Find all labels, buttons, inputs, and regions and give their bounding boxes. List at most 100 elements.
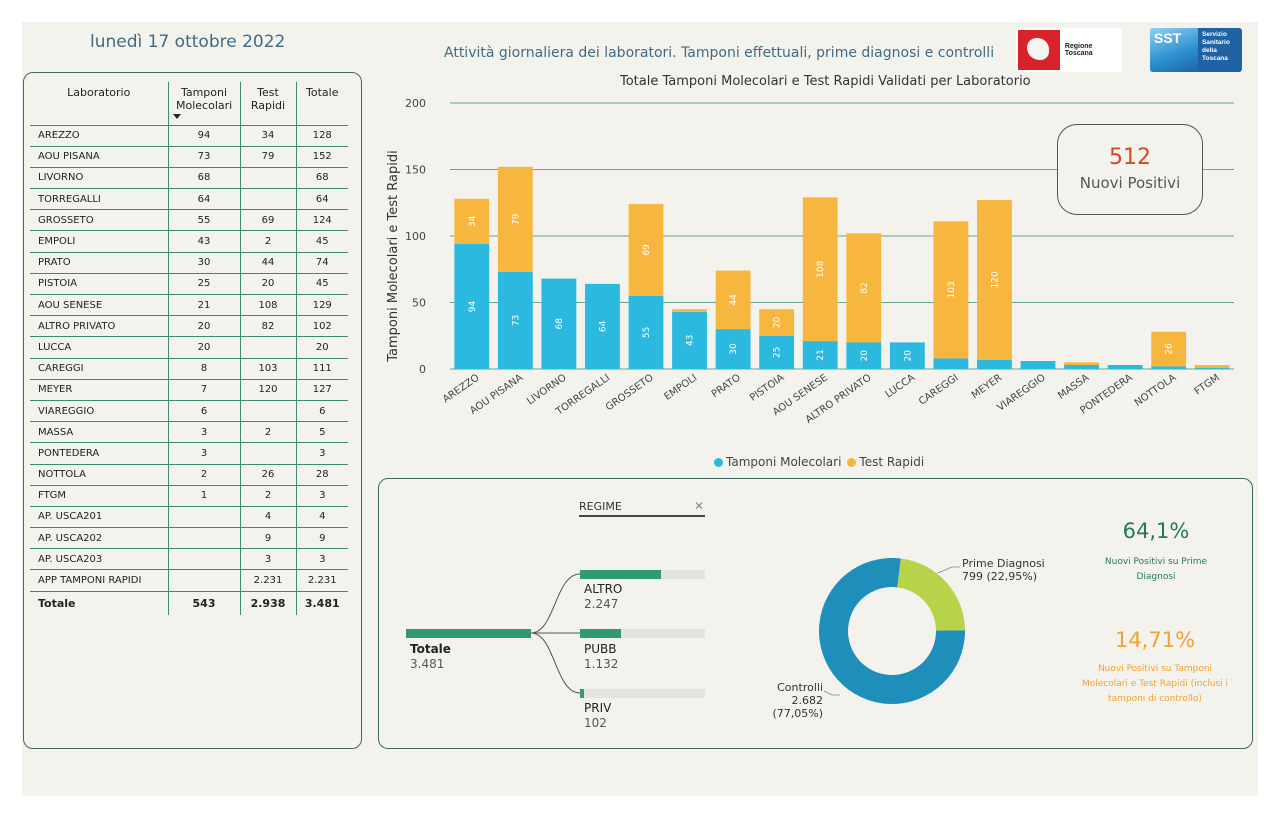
table-row[interactable]: APP TAMPONI RAPIDI 2.231 2.231	[30, 569, 348, 592]
table-row[interactable]: LIVORNO 68 68	[30, 167, 348, 190]
table-row[interactable]: LUCCA 20 20	[30, 336, 348, 359]
table-cell: 3	[295, 442, 348, 465]
table-cell: FTGM	[30, 485, 168, 507]
donut-leader-prime	[937, 566, 960, 574]
table-cell: TORREGALLI	[30, 188, 168, 211]
table-total-cell: Totale	[38, 596, 76, 610]
altro-bar[interactable]	[580, 570, 661, 579]
report-subtitle: Attività giornaliera dei laboratori. Tam…	[444, 45, 995, 61]
table-cell: 20	[167, 315, 240, 338]
bar-segment	[497, 271, 533, 369]
bar-data-label: 21	[816, 349, 826, 360]
table-row[interactable]: VIAREGGIO 6 6	[30, 400, 348, 423]
table-row[interactable]: AOU SENESE 21 108 129	[30, 294, 348, 317]
x-tick-label: MASSA	[1056, 372, 1091, 401]
table-row[interactable]: MEYER 7 120 127	[30, 379, 348, 401]
col-header-totale[interactable]: Totale	[295, 82, 348, 126]
bar-data-label: 20	[773, 316, 783, 328]
table-cell: LIVORNO	[30, 167, 168, 190]
col-header-lab[interactable]: Laboratorio	[30, 82, 168, 126]
x-tick-label: AREZZO	[441, 372, 482, 405]
bar-segment	[628, 295, 664, 369]
donut-slice[interactable]	[819, 558, 965, 704]
table-row[interactable]: MASSA 3 2 5	[30, 421, 348, 444]
table-cell: AOU PISANA	[30, 146, 168, 168]
table-cell: 30	[167, 252, 240, 274]
table-row[interactable]: TORREGALLI 64 64	[30, 188, 348, 211]
col-header-molecolari[interactable]: Tamponi Molecolari	[167, 82, 240, 126]
table-total-cell: 543	[167, 591, 240, 616]
col-header-rapidi[interactable]: Test Rapidi	[239, 82, 296, 126]
close-icon[interactable]: ✕	[694, 499, 705, 513]
x-tick-label: PISTOIA	[748, 372, 786, 404]
kpi-tamponi-desc: Nuovi Positivi su Tamponi Molecolari e T…	[1081, 664, 1229, 704]
table-cell: MASSA	[30, 421, 168, 444]
table-row[interactable]: ALTRO PRIVATO 20 82 102	[30, 315, 348, 338]
table-row[interactable]: GROSSETO 55 69 124	[30, 209, 348, 232]
regime-underline	[579, 515, 705, 517]
sort-desc-icon[interactable]	[172, 114, 181, 119]
table-cell: NOTTOLA	[30, 464, 168, 486]
donut-label-controlli-value: 2.682 (77,05%)	[772, 694, 823, 720]
bar-data-label: 43	[686, 335, 696, 346]
table-row[interactable]: PISTOIA 25 20 45	[30, 273, 348, 296]
bar-segment	[759, 335, 795, 369]
table-row[interactable]: PONTEDERA 3 3	[30, 442, 348, 465]
table-row[interactable]: FTGM 1 2 3	[30, 485, 348, 507]
table-cell: AP. USCA203	[30, 548, 168, 571]
legend-item-rapidi[interactable]: Test Rapidi	[847, 455, 924, 469]
bar-data-label: 44	[729, 294, 739, 306]
bar-segment	[802, 341, 838, 369]
bar-segment	[585, 283, 620, 369]
table-row[interactable]: AP. USCA203 3 3	[30, 548, 348, 571]
table-cell: 2	[239, 485, 296, 507]
table-cell: 120	[239, 379, 296, 401]
bar-segment	[846, 342, 882, 369]
y-tick-label: 150	[405, 164, 426, 177]
pubb-bar[interactable]	[580, 629, 621, 638]
sst-logo-text: Servizio Sanitario della Toscana	[1202, 31, 1230, 62]
table-cell: AOU SENESE	[30, 294, 168, 317]
table-cell: 1	[167, 485, 240, 507]
regione-toscana-text: Regione Toscana	[1064, 43, 1093, 57]
table-row[interactable]: AREZZO 94 34 128	[30, 125, 348, 147]
regime-filter-label[interactable]: REGIME	[579, 500, 622, 513]
sst-logo-mark: SST	[1150, 28, 1198, 72]
table-cell: 3	[295, 485, 348, 507]
table-cell: 111	[295, 358, 348, 380]
table-cell: 44	[239, 252, 296, 274]
kpi-prime-diagnosi-value: 64,1%	[1122, 519, 1190, 543]
table-row[interactable]: AOU PISANA 73 79 152	[30, 146, 348, 168]
table-row[interactable]: NOTTOLA 2 26 28	[30, 464, 348, 486]
table-cell: 103	[239, 358, 296, 380]
table-cell: PRATO	[30, 252, 168, 274]
y-tick-label: 100	[405, 230, 426, 243]
bar-data-label: 26	[1165, 343, 1175, 355]
table-row[interactable]: AP. USCA201 4 4	[30, 506, 348, 529]
table-cell: 3	[295, 548, 348, 571]
table-row[interactable]: CAREGGI 8 103 111	[30, 358, 348, 380]
donut-label-controlli: Controlli 2.682 (77,05%)	[748, 681, 823, 720]
bar-segment	[889, 342, 925, 369]
bar-data-label: 34	[468, 215, 478, 227]
table-cell: AP. USCA201	[30, 506, 168, 529]
table-cell: 6	[167, 400, 240, 423]
table-row[interactable]: AP. USCA202 9 9	[30, 527, 348, 550]
legend-item-molecolari[interactable]: Tamponi Molecolari	[714, 455, 841, 469]
bar-segment	[802, 197, 838, 342]
bottom-panel	[378, 478, 1253, 749]
bar-segment	[672, 309, 707, 312]
table-row[interactable]: PRATO 30 44 74	[30, 252, 348, 274]
x-tick-label: NOTTOLA	[1133, 372, 1179, 409]
priv-bar[interactable]	[580, 689, 584, 698]
root-bar[interactable]	[406, 629, 531, 638]
table-cell: 7	[167, 379, 240, 401]
table-row[interactable]: EMPOLI 43 2 45	[30, 230, 348, 253]
bar-data-label: 94	[468, 300, 478, 312]
donut-slice[interactable]	[897, 558, 965, 631]
link-priv	[530, 632, 581, 694]
decomposition-tree-links	[530, 573, 581, 694]
pubb-value: 1.132	[584, 657, 619, 671]
table-cell: APP TAMPONI RAPIDI	[30, 569, 168, 592]
bar-segment	[977, 359, 1012, 369]
